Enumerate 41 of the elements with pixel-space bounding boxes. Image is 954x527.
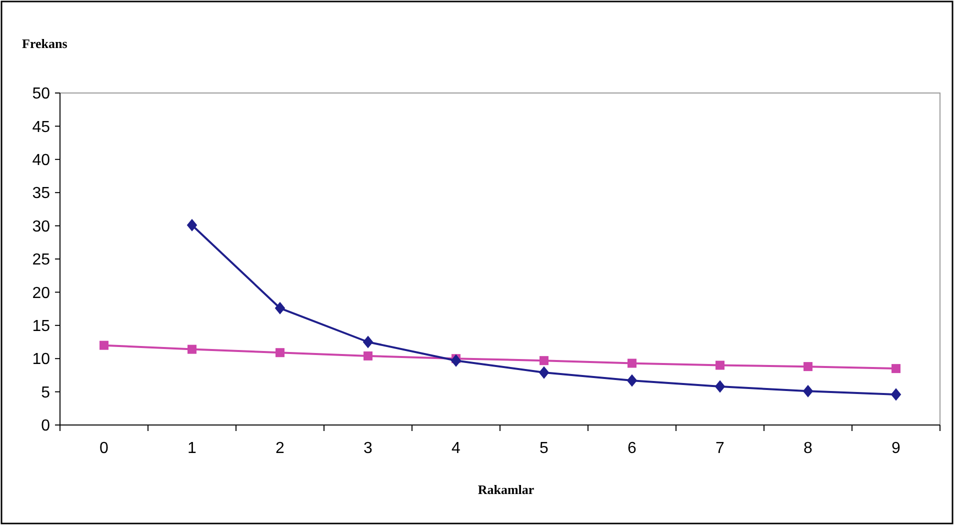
point	[451, 354, 461, 367]
point	[100, 340, 108, 350]
point	[891, 388, 901, 400]
point	[628, 358, 636, 368]
x-tick-label: 0	[100, 440, 109, 457]
point	[275, 302, 285, 314]
x-tick-label: 7	[716, 440, 725, 457]
x-tick-label: 2	[276, 440, 285, 457]
y-tick-label: 35	[32, 185, 50, 202]
y-tick-label: 40	[32, 152, 50, 169]
point	[892, 364, 900, 374]
point	[803, 385, 813, 398]
x-tick-label: 1	[188, 440, 197, 457]
point	[539, 366, 549, 379]
y-tick-label: 20	[32, 284, 50, 302]
point	[715, 380, 725, 392]
point	[716, 360, 724, 370]
point	[364, 351, 372, 360]
x-tick-label: 4	[452, 440, 461, 457]
y-tick-label: 45	[32, 118, 50, 136]
y-tick-label: 0	[41, 418, 50, 435]
x-tick-label: 3	[364, 440, 373, 457]
x-tick-label: 6	[628, 440, 637, 457]
y-axis-title: Frekans	[22, 36, 68, 51]
point	[540, 356, 548, 366]
point	[276, 348, 284, 358]
y-tick-label: 25	[32, 252, 50, 269]
point	[363, 336, 373, 348]
y-tick-label: 50	[32, 86, 50, 103]
x-tick-label: 8	[804, 440, 813, 457]
point	[187, 219, 197, 232]
point	[804, 362, 812, 372]
x-axis-title: Rakamlar	[478, 482, 534, 497]
y-tick-label: 10	[32, 351, 50, 368]
x-tick-label: 9	[892, 440, 901, 457]
y-tick-label: 30	[32, 218, 50, 236]
y-tick-label: 5	[41, 384, 50, 402]
point	[188, 344, 196, 354]
y-tick-label: 15	[32, 318, 50, 335]
point	[627, 374, 637, 387]
x-tick-label: 5	[540, 440, 549, 457]
